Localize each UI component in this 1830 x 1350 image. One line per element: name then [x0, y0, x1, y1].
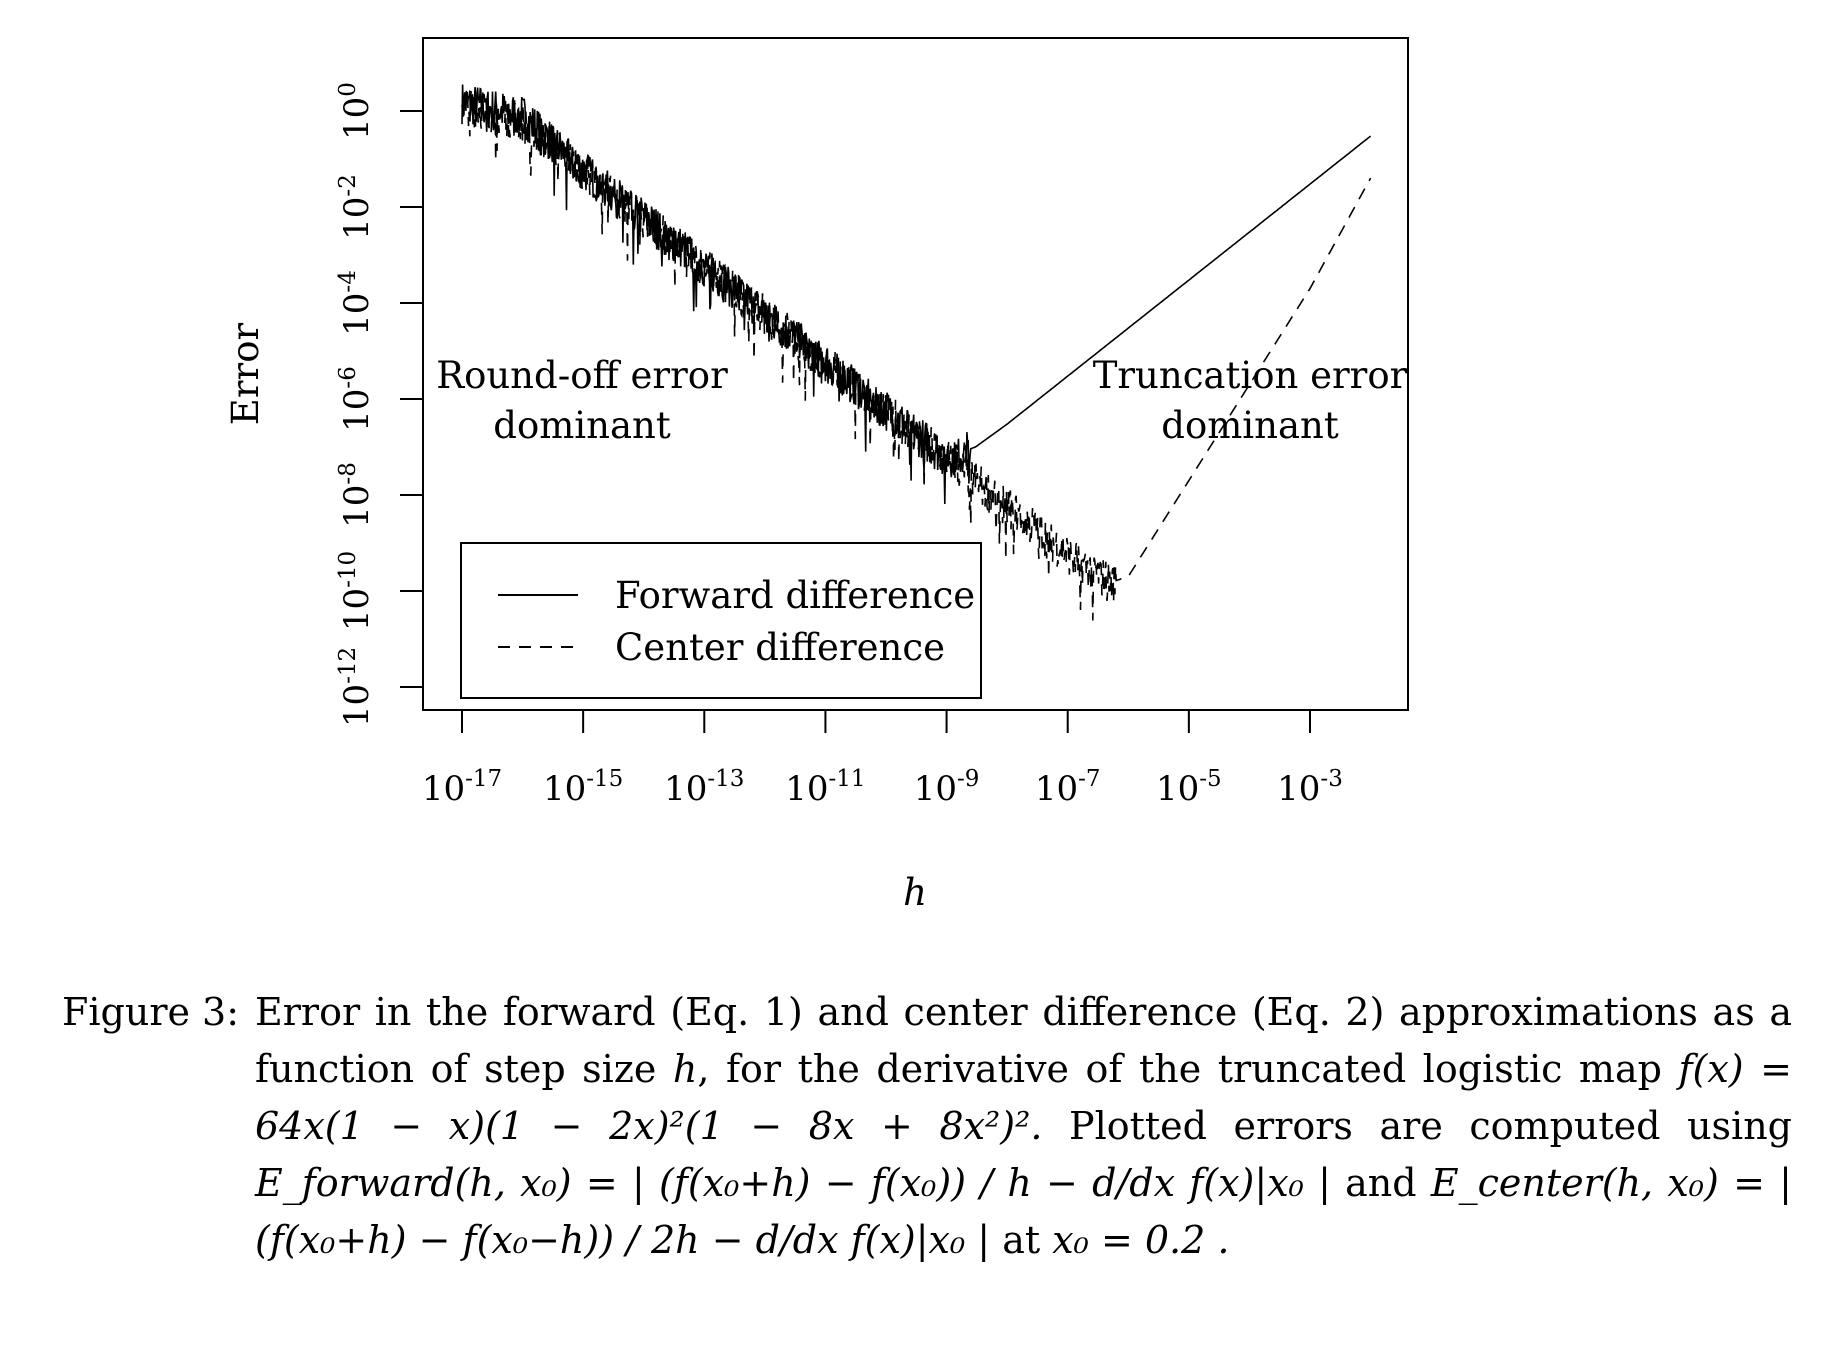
annotation-roundoff: Round-off error dominant: [436, 354, 728, 447]
legend-box: [460, 542, 982, 699]
x-axis-label: h: [903, 871, 927, 914]
y-tick-label: 10-6: [335, 366, 377, 432]
annotation-truncation-line2: dominant: [1161, 404, 1339, 447]
series-group: [461, 84, 1372, 621]
annotation-truncation: Truncation error dominant: [1093, 354, 1408, 447]
caption-label: Figure 3:: [62, 990, 240, 1034]
x-tick-label: 10-5: [1156, 766, 1222, 809]
x-axis: 10-17 10-15 10-13 10-11 10-9 10-7 10-5 10-3: [422, 710, 1343, 809]
x-tick-label: 10-13: [664, 766, 744, 809]
plot-frame: [422, 37, 1409, 711]
y-axis-label: Error: [224, 323, 267, 426]
annotation-truncation-line1: Truncation error: [1093, 354, 1408, 397]
legend-label-forward: Forward difference: [615, 574, 975, 617]
x-tick-label: 10-9: [914, 766, 980, 809]
caption-text-1: Error in the forward (Eq. 1) and center …: [255, 990, 1792, 1091]
x-tick-label: 10-7: [1035, 766, 1101, 809]
y-tick-label: 10-12: [335, 647, 377, 727]
annotation-roundoff-line2: dominant: [493, 404, 671, 447]
x-tick-label: 10-17: [422, 766, 502, 809]
y-tick-label: 10-10: [335, 551, 377, 631]
series-center-difference: [461, 88, 1372, 621]
caption-text-3: Plotted errors are computed using: [1042, 1104, 1792, 1148]
y-tick-label: 10-4: [335, 270, 377, 336]
x-tick-label: 10-11: [785, 766, 865, 809]
caption-x0-value: x₀ = 0.2 .: [1052, 1218, 1230, 1262]
x-tick-label: 10-15: [543, 766, 623, 809]
x-tick-label: 10-3: [1277, 766, 1343, 809]
y-tick-label: 10-8: [335, 462, 377, 528]
caption-text: Error in the forward (Eq. 1) and center …: [255, 984, 1792, 1269]
caption-h: h: [672, 1047, 698, 1091]
annotation-roundoff-line1: Round-off error: [436, 354, 728, 397]
caption-text-2: , for the derivative of the truncated lo…: [697, 1047, 1679, 1091]
legend: Forward difference Center difference: [460, 542, 982, 699]
error-chart: 100 10-2 10-4 10-6 10-8 10-10 10-12 10-17 10-15…: [224, 37, 1409, 914]
caption-text-4: and: [1330, 1161, 1431, 1205]
caption-text-5: at: [990, 1218, 1053, 1262]
caption-e-forward: E_forward(h, x₀) = | (f(x₀+h) − f(x₀)) /…: [255, 1161, 1331, 1205]
caption-map-formula: f(x) = 64x(1 − x)(1 − 2x)²(1 − 8x + 8x²)…: [255, 1047, 1792, 1148]
y-axis: 100 10-2 10-4 10-6 10-8 10-10 10-12: [335, 82, 423, 727]
y-tick-label: 100: [335, 82, 377, 140]
y-tick-label: 10-2: [335, 174, 377, 240]
caption-e-center: E_center(h, x₀) = | (f(x₀+h) − f(x₀−h)) …: [255, 1161, 1792, 1262]
legend-label-center: Center difference: [615, 626, 945, 669]
